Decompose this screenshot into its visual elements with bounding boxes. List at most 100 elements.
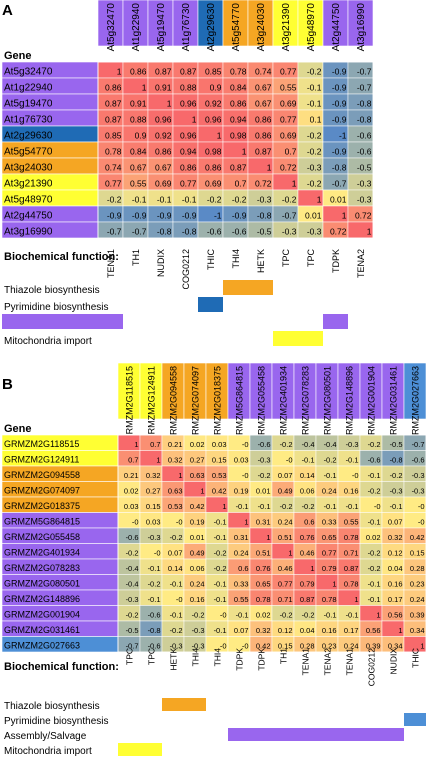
panel-a-cell-value: -0.6 xyxy=(357,131,372,141)
panel-b-cell-value: -0.3 xyxy=(170,642,183,651)
panel-a-column-header-box xyxy=(122,0,149,47)
panel-a-cell-value: 0.77 xyxy=(105,179,122,189)
panel-b-cell-value: -0 xyxy=(418,518,425,527)
panel-b-cell-value: -0.1 xyxy=(346,502,359,511)
panel-b-cell-value: 1 xyxy=(178,471,182,480)
panel-b-cell-value: -0 xyxy=(418,502,425,511)
panel-b-cell-value: 0.42 xyxy=(190,502,205,511)
panel-a-cell-value: -0.2 xyxy=(107,195,122,205)
panel-a-cell-value: 1 xyxy=(242,147,247,157)
panel-a-cell-value: 0.87 xyxy=(180,67,197,77)
panel-a-column-header-box xyxy=(322,0,349,47)
panel-b-cell-value: 0.32 xyxy=(168,456,183,465)
panel-b-cell-value: 0.17 xyxy=(344,626,359,635)
panel-a-cell-value: -0.7 xyxy=(357,67,372,77)
panel-a-cell-value: 0.86 xyxy=(180,163,197,173)
panel-b-cell-value: 1 xyxy=(398,626,402,635)
panel-a-cell-value: -0.8 xyxy=(157,227,172,237)
panel-b-cell-value: -0.2 xyxy=(192,611,205,620)
panel-a-legend-label: Mitochondria import xyxy=(4,336,92,347)
panel-a-function-label: THIC xyxy=(206,249,216,270)
panel-b-cell-value: -0.1 xyxy=(346,456,359,465)
panel-a-cell-value: 1 xyxy=(267,163,272,173)
panel-a-cell-value: -0.2 xyxy=(207,195,222,205)
panel-a-cell-value: -0.1 xyxy=(132,195,147,205)
panel-b-cell-value: 0.87 xyxy=(344,564,359,573)
panel-a-function-label: TPC xyxy=(281,248,291,267)
panel-a-row-gene-label: At1g22940 xyxy=(4,83,53,94)
panel-b-column-gene-label: GRMZM2G031461 xyxy=(389,366,399,442)
panel-a-cell-value: 0.69 xyxy=(155,179,172,189)
panel-b-cell-value: 0.46 xyxy=(278,564,293,573)
panel-b-cell-value: -0.7 xyxy=(126,642,139,651)
panel-b-cell-value: -0.8 xyxy=(390,456,403,465)
panel-b-cell-value: 0.7 xyxy=(128,456,138,465)
panel-b-cell-value: 0.24 xyxy=(410,595,425,604)
panel-b-cell-value: -0.3 xyxy=(126,595,139,604)
panel-b-cell-value: 1 xyxy=(288,549,292,558)
panel-b-cell-value: 0.77 xyxy=(322,549,337,558)
panel-b-legend-label: Mitochondria import xyxy=(4,746,92,757)
panel-a-cell-value: 0.98 xyxy=(230,131,247,141)
panel-b-cell-value: -0.6 xyxy=(148,611,161,620)
panel-a-function-label: TDPK xyxy=(331,249,341,273)
panel-b-column-gene-label: GRMZM5G864815 xyxy=(235,366,245,442)
panel-a-cell-value: -0.1 xyxy=(307,99,322,109)
panel-b-cell-value: 0.56 xyxy=(366,626,381,635)
panel-b-cell-value: -0.1 xyxy=(214,580,227,589)
panel-b-cell-value: 0.49 xyxy=(278,487,293,496)
panel-b-cell-value: 0.71 xyxy=(278,595,293,604)
panel-b-cell-value: -0.2 xyxy=(280,611,293,620)
panel-b-column-gene-label: GRMZM2G078283 xyxy=(301,366,311,442)
panel-b-cell-value: 0.56 xyxy=(388,611,403,620)
panel-b-cell-value: -0 xyxy=(176,518,183,527)
panel-b-cell-value: 0.77 xyxy=(278,580,293,589)
panel-b-cell-value: 0.6 xyxy=(304,518,314,527)
panel-a-cell-value: 1 xyxy=(342,211,347,221)
panel-a-column-gene-label: At3g16990 xyxy=(356,3,367,52)
panel-a-function-label: TPC xyxy=(306,248,316,267)
panel-b-cell-value: -0.2 xyxy=(214,564,227,573)
panel-b-cell-value: -0.2 xyxy=(280,502,293,511)
panel-b-cell-value: 0.55 xyxy=(234,595,249,604)
panel-b-cell-value: -0.2 xyxy=(302,502,315,511)
panel-b-cell-value: 0.39 xyxy=(366,642,381,651)
panel-a-cell-value: -0.8 xyxy=(257,211,272,221)
panel-b-cell-value: 0.14 xyxy=(300,471,315,480)
panel-a-function-label: TENA2 xyxy=(356,249,366,278)
panel-a-cell-value: 0.94 xyxy=(230,115,247,125)
panel-b-row-gene-label: GRMZM2G055458 xyxy=(4,532,80,542)
panel-a-cell-value: -0.8 xyxy=(357,115,372,125)
panel-a-cell-value: -0.2 xyxy=(232,195,247,205)
panel-b-cell-value: 0.51 xyxy=(278,533,293,542)
panel-a-column-header-box xyxy=(147,0,174,47)
panel-a-gene-header: Gene xyxy=(4,50,32,62)
panel-b-column-gene-label: GRMZM2G094558 xyxy=(169,366,179,442)
panel-b-cell-value: -0.3 xyxy=(192,626,205,635)
panel-b-cell-value: 0.78 xyxy=(322,595,337,604)
panel-a-function-label: COG0212 xyxy=(181,249,191,290)
panel-b-cell-value: 0.33 xyxy=(234,580,249,589)
panel-a-cell-value: 1 xyxy=(217,131,222,141)
panel-b-cell-value: 0.27 xyxy=(146,487,161,496)
panel-a-cell-value: 0.87 xyxy=(255,147,272,157)
panel-b-cell-value: 0.24 xyxy=(322,487,337,496)
panel-b-cell-value: 0.32 xyxy=(388,533,403,542)
panel-b-cell-value: -0 xyxy=(220,642,227,651)
panel-a-cell-value: -0.2 xyxy=(307,147,322,157)
panel-b-cell-value: -0.3 xyxy=(390,487,403,496)
panel-a-cell-value: 0.78 xyxy=(230,67,247,77)
panel-a-row-gene-label: At3g24030 xyxy=(4,163,53,174)
panel-b-function-label: TENA2 xyxy=(323,648,333,676)
panel-a-cell-value: 0.86 xyxy=(130,67,147,77)
panel-b-legend-bar xyxy=(162,698,206,711)
panel-a-cell-value: 0.84 xyxy=(230,83,247,93)
panel-b-cell-value: -0.2 xyxy=(126,549,139,558)
panel-a-legend-bar-stub xyxy=(2,314,123,329)
panel-b-cell-value: -0 xyxy=(352,471,359,480)
panel-b-cell-value: 0.34 xyxy=(410,626,425,635)
panel-b-cell-value: 0.32 xyxy=(146,471,161,480)
panel-b-cell-value: -0 xyxy=(242,471,249,480)
panel-b-cell-value: 0.39 xyxy=(410,611,425,620)
panel-b-cell-value: -0.1 xyxy=(368,518,381,527)
